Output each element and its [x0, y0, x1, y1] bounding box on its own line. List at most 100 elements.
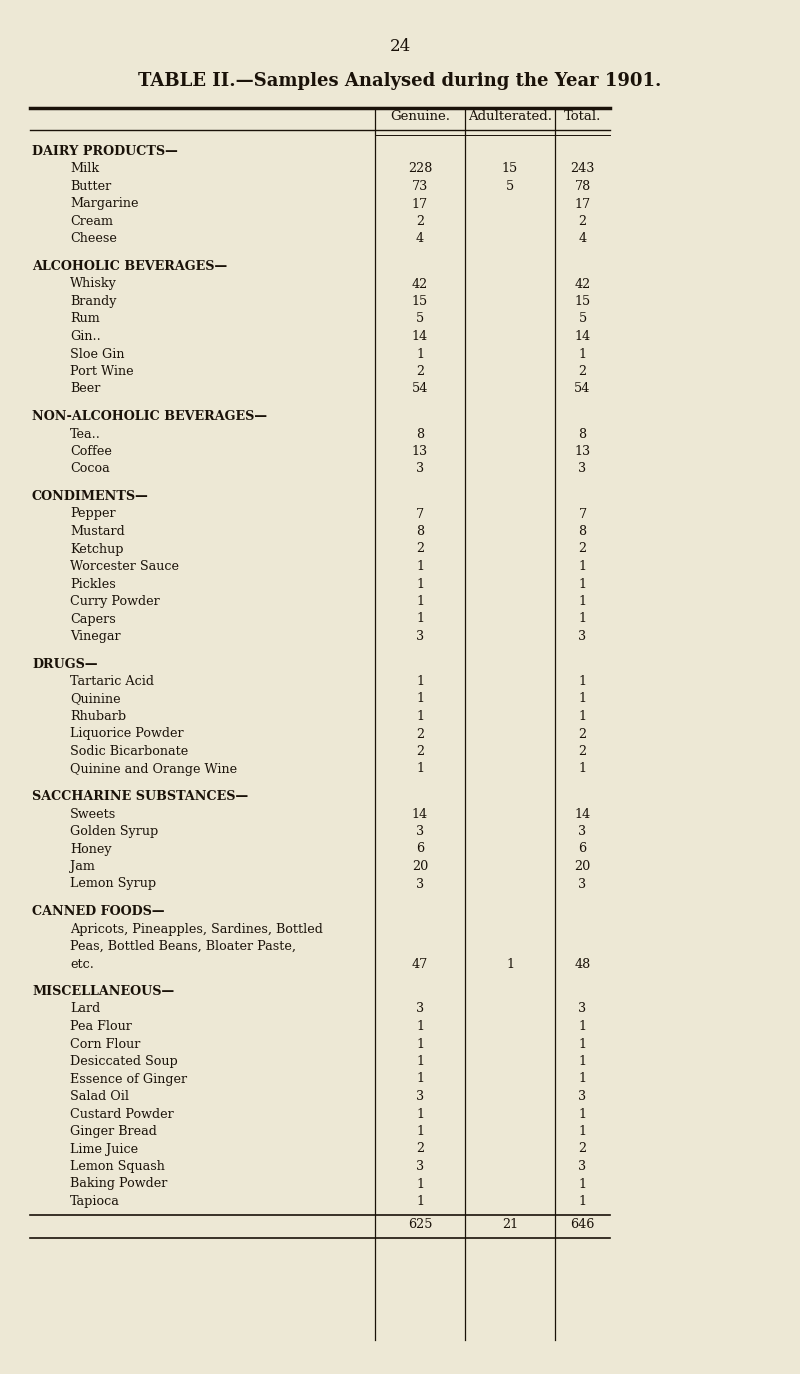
Text: 1: 1 — [416, 1055, 424, 1068]
Text: 1: 1 — [578, 710, 586, 723]
Text: 2: 2 — [578, 543, 586, 555]
Text: SACCHARINE SUBSTANCES—: SACCHARINE SUBSTANCES— — [32, 790, 248, 802]
Text: 15: 15 — [412, 295, 428, 308]
Text: Honey: Honey — [70, 842, 112, 856]
Text: Curry Powder: Curry Powder — [70, 595, 160, 609]
Text: 1: 1 — [578, 1178, 586, 1190]
Text: 1: 1 — [578, 763, 586, 775]
Text: 1: 1 — [416, 613, 424, 625]
Text: Whisky: Whisky — [70, 278, 117, 290]
Text: 14: 14 — [574, 330, 590, 344]
Text: 1: 1 — [416, 675, 424, 688]
Text: Sweets: Sweets — [70, 808, 116, 820]
Text: ALCOHOLIC BEVERAGES—: ALCOHOLIC BEVERAGES— — [32, 260, 227, 273]
Text: Lard: Lard — [70, 1003, 100, 1015]
Text: 13: 13 — [574, 445, 590, 458]
Text: 1: 1 — [416, 595, 424, 609]
Text: 48: 48 — [574, 958, 590, 970]
Text: Worcester Sauce: Worcester Sauce — [70, 561, 179, 573]
Text: 1: 1 — [416, 1020, 424, 1033]
Text: 15: 15 — [574, 295, 590, 308]
Text: Mustard: Mustard — [70, 525, 125, 539]
Text: Apricots, Pineapples, Sardines, Bottled: Apricots, Pineapples, Sardines, Bottled — [70, 922, 323, 936]
Text: Gin..: Gin.. — [70, 330, 101, 344]
Text: 5: 5 — [506, 180, 514, 192]
Text: 3: 3 — [416, 631, 424, 643]
Text: DAIRY PRODUCTS—: DAIRY PRODUCTS— — [32, 146, 178, 158]
Text: Coffee: Coffee — [70, 445, 112, 458]
Text: 1: 1 — [578, 692, 586, 705]
Text: 6: 6 — [416, 842, 424, 856]
Text: 4: 4 — [578, 232, 586, 246]
Text: Vinegar: Vinegar — [70, 631, 121, 643]
Text: NON-ALCOHOLIC BEVERAGES—: NON-ALCOHOLIC BEVERAGES— — [32, 409, 267, 423]
Text: Capers: Capers — [70, 613, 116, 625]
Text: 2: 2 — [416, 1143, 424, 1156]
Text: 1: 1 — [578, 348, 586, 360]
Text: 1: 1 — [416, 710, 424, 723]
Text: Milk: Milk — [70, 162, 99, 176]
Text: Cocoa: Cocoa — [70, 463, 110, 475]
Text: 1: 1 — [416, 577, 424, 591]
Text: Essence of Ginger: Essence of Ginger — [70, 1073, 187, 1085]
Text: Tapioca: Tapioca — [70, 1195, 120, 1208]
Text: 1: 1 — [578, 577, 586, 591]
Text: Jam: Jam — [70, 860, 95, 872]
Text: 20: 20 — [412, 860, 428, 872]
Text: 14: 14 — [412, 808, 428, 820]
Text: 8: 8 — [578, 525, 586, 539]
Text: 47: 47 — [412, 958, 428, 970]
Text: 14: 14 — [412, 330, 428, 344]
Text: 8: 8 — [416, 427, 424, 441]
Text: Pickles: Pickles — [70, 577, 116, 591]
Text: Lemon Syrup: Lemon Syrup — [70, 878, 156, 890]
Text: 228: 228 — [408, 162, 432, 176]
Text: 3: 3 — [578, 1090, 586, 1103]
Text: 1: 1 — [578, 1195, 586, 1208]
Text: 646: 646 — [570, 1219, 594, 1231]
Text: Quinine and Orange Wine: Quinine and Orange Wine — [70, 763, 237, 775]
Text: 14: 14 — [574, 808, 590, 820]
Text: TABLE II.—Samples Analysed during the Year 1901.: TABLE II.—Samples Analysed during the Ye… — [138, 71, 662, 91]
Text: etc.: etc. — [70, 958, 94, 970]
Text: 17: 17 — [574, 198, 590, 210]
Text: 15: 15 — [502, 162, 518, 176]
Text: 5: 5 — [578, 312, 586, 326]
Text: MISCELLANEOUS—: MISCELLANEOUS— — [32, 985, 174, 998]
Text: 24: 24 — [390, 38, 410, 55]
Text: 42: 42 — [412, 278, 428, 290]
Text: 5: 5 — [416, 312, 424, 326]
Text: 1: 1 — [578, 1055, 586, 1068]
Text: 1: 1 — [416, 692, 424, 705]
Text: 3: 3 — [578, 824, 586, 838]
Text: 3: 3 — [578, 878, 586, 890]
Text: Total.: Total. — [564, 110, 601, 124]
Text: 1: 1 — [506, 958, 514, 970]
Text: 625: 625 — [408, 1219, 432, 1231]
Text: 1: 1 — [578, 1037, 586, 1051]
Text: 1: 1 — [416, 561, 424, 573]
Text: Lime Juice: Lime Juice — [70, 1143, 138, 1156]
Text: 2: 2 — [578, 214, 586, 228]
Text: 8: 8 — [416, 525, 424, 539]
Text: Lemon Squash: Lemon Squash — [70, 1160, 165, 1173]
Text: Cream: Cream — [70, 214, 113, 228]
Text: 1: 1 — [578, 613, 586, 625]
Text: 3: 3 — [578, 1160, 586, 1173]
Text: Tartaric Acid: Tartaric Acid — [70, 675, 154, 688]
Text: 1: 1 — [578, 561, 586, 573]
Text: 8: 8 — [578, 427, 586, 441]
Text: 21: 21 — [502, 1219, 518, 1231]
Text: 1: 1 — [578, 1107, 586, 1121]
Text: Rhubarb: Rhubarb — [70, 710, 126, 723]
Text: 1: 1 — [416, 1037, 424, 1051]
Text: 3: 3 — [416, 824, 424, 838]
Text: Butter: Butter — [70, 180, 111, 192]
Text: 6: 6 — [578, 842, 586, 856]
Text: 3: 3 — [416, 1003, 424, 1015]
Text: Salad Oil: Salad Oil — [70, 1090, 129, 1103]
Text: 20: 20 — [574, 860, 590, 872]
Text: 1: 1 — [578, 1020, 586, 1033]
Text: 42: 42 — [574, 278, 590, 290]
Text: Sloe Gin: Sloe Gin — [70, 348, 125, 360]
